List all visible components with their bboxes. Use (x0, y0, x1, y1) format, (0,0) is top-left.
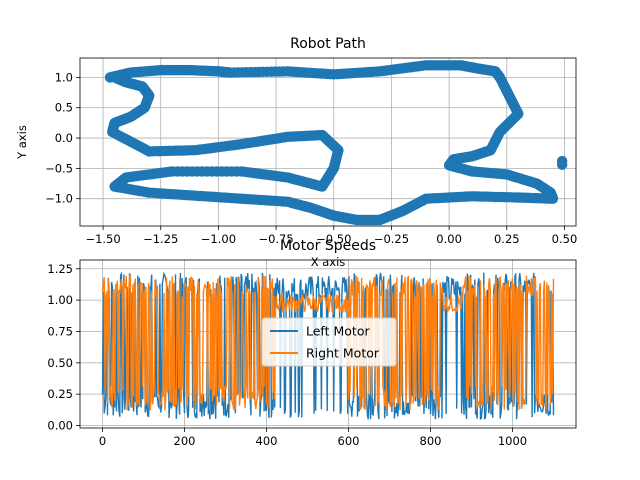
path-point (110, 72, 121, 83)
robot-path-frame (79, 57, 577, 227)
motor-speeds-y-tick-label: 1.25 (47, 262, 73, 276)
robot-path-y-tick-label: −0.5 (45, 161, 73, 175)
motor-speeds-legend: Left Motor Right Motor (261, 317, 397, 367)
robot-path-x-tick-label: −1.00 (201, 232, 236, 246)
motor-speeds-lines (101, 271, 555, 421)
motor-speeds-y-tick-label: 0.50 (47, 356, 73, 370)
robot-path-y-tick-label: 1.0 (55, 70, 73, 84)
motor-speeds-y-tick-label: 0.25 (47, 387, 73, 401)
legend-right-motor-label: Right Motor (306, 346, 380, 361)
robot-path-x-tick-label: 0.50 (552, 232, 578, 246)
motor-speeds-x-ticks: 0 200 400 600 800 1000 (99, 428, 527, 448)
motor-speeds-title: Motor Speeds (280, 238, 376, 254)
robot-path-x-tick-label: −1.50 (85, 232, 120, 246)
motor-speeds-x-tick-label: 800 (420, 434, 442, 448)
motor-speeds-x-tick-label: 600 (338, 434, 360, 448)
motor-speeds-y-ticks: 0.00 0.25 0.50 0.75 1.00 1.25 (47, 262, 80, 432)
legend-left-motor-label: Left Motor (306, 324, 370, 339)
robot-path-x-tick-label: −1.25 (143, 232, 178, 246)
robot-path-y-ticks: −1.0 −0.5 0.0 0.5 1.0 (45, 70, 80, 206)
robot-path-x-tick-label: −0.75 (258, 232, 293, 246)
robot-path-y-tick-label: 0.0 (55, 131, 73, 145)
robot-path-y-tick-label: −1.0 (45, 192, 73, 206)
robot-path-x-ticks: −1.50 −1.25 −1.00 −0.75 −0.50 −0.25 0.00 0.25 0.… (85, 226, 577, 246)
robot-path-x-tick-label: −0.25 (374, 232, 409, 246)
robot-path-y-tick-label: 0.5 (55, 101, 73, 115)
robot-path-x-tick-label: 0.25 (494, 232, 520, 246)
robot-path-points (104, 60, 568, 226)
robot-path-x-tick-label: −0.50 (316, 232, 351, 246)
path-point (556, 159, 568, 170)
series-right-motor-line (101, 274, 555, 411)
motor-speeds-x-tick-label: 1000 (498, 434, 527, 448)
motor-speeds-x-tick-label: 0 (99, 434, 106, 448)
robot-path-y-label: Y axis (15, 125, 29, 160)
robot-path-axes: −1.50 −1.25 −1.00 −0.75 −0.50 −0.25 0.00 0.25 0.… (15, 36, 577, 269)
motor-speeds-y-tick-label: 0.00 (47, 418, 73, 432)
motor-speeds-x-tick-label: 400 (256, 434, 278, 448)
motor-speeds-y-tick-label: 0.75 (47, 324, 73, 338)
motor-speeds-frame (79, 259, 577, 429)
motor-speeds-axes: 0 200 400 600 800 1000 0.00 0.25 0.50 0.75 1.00 1.… (47, 238, 577, 448)
robot-path-x-tick-label: 0.00 (436, 232, 462, 246)
motor-speeds-y-tick-label: 1.00 (47, 293, 73, 307)
robot-path-x-label: X axis (311, 255, 346, 269)
motor-speeds-x-tick-label: 200 (174, 434, 196, 448)
robot-path-title: Robot Path (290, 36, 366, 52)
